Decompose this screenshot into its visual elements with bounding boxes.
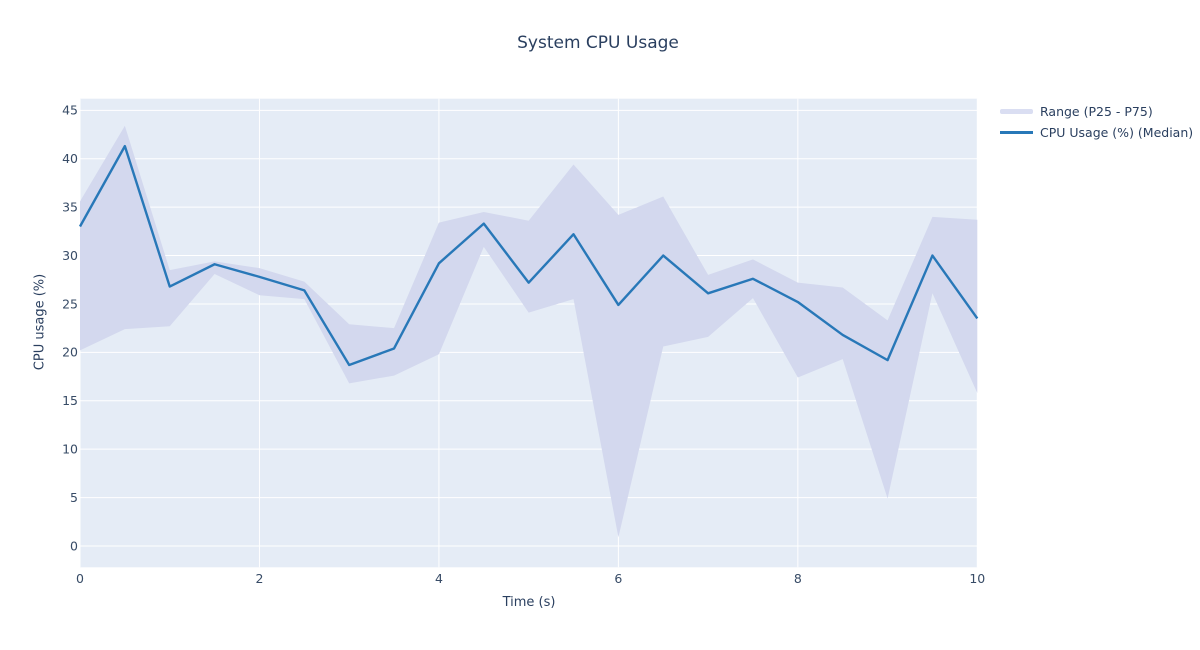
y-tick-label: 35: [62, 199, 78, 214]
x-tick-label: 0: [76, 571, 84, 586]
range-band-swatch-icon: [1000, 109, 1033, 114]
y-tick-label: 15: [62, 393, 78, 408]
x-axis-title: Time (s): [502, 595, 556, 610]
y-tick-label: 25: [62, 296, 78, 311]
median-line: [78, 144, 979, 367]
legend-item-median[interactable]: CPU Usage (%) (Median): [1000, 122, 1193, 143]
p25-p75-range-band: [80, 125, 978, 538]
y-tick-label: 40: [62, 151, 78, 166]
y-tick-label: 20: [62, 345, 78, 360]
legend-label-median: CPU Usage (%) (Median): [1040, 125, 1194, 140]
y-axis-title: CPU usage (%): [32, 273, 48, 371]
y-tick-label: 30: [62, 248, 78, 263]
x-tick-label: 8: [794, 571, 802, 586]
legend: Range (P25 - P75) CPU Usage (%) (Median): [1000, 101, 1193, 143]
x-tick-label: 2: [255, 571, 263, 586]
y-tick-label: 5: [70, 490, 78, 505]
legend-item-range[interactable]: Range (P25 - P75): [1000, 101, 1193, 122]
x-tick-label: 10: [969, 571, 985, 586]
legend-label-range: Range (P25 - P75): [1040, 104, 1153, 119]
median-line-swatch-icon: [1000, 131, 1033, 134]
chart-title: System CPU Usage: [517, 33, 679, 53]
x-tick-label: 6: [614, 571, 622, 586]
y-tick-label: 0: [70, 538, 78, 553]
y-tick-label: 10: [62, 441, 78, 456]
y-tick-label: 45: [62, 103, 78, 118]
x-tick-label: 4: [435, 571, 443, 586]
